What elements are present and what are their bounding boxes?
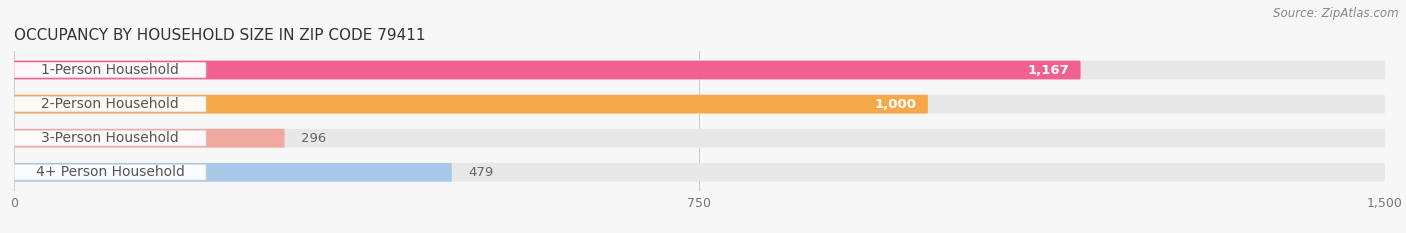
FancyBboxPatch shape	[14, 165, 207, 180]
Text: OCCUPANCY BY HOUSEHOLD SIZE IN ZIP CODE 79411: OCCUPANCY BY HOUSEHOLD SIZE IN ZIP CODE …	[14, 28, 426, 43]
Text: 4+ Person Household: 4+ Person Household	[35, 165, 184, 179]
FancyBboxPatch shape	[14, 163, 1385, 182]
FancyBboxPatch shape	[14, 62, 207, 78]
Text: 1-Person Household: 1-Person Household	[41, 63, 179, 77]
Text: Source: ZipAtlas.com: Source: ZipAtlas.com	[1274, 7, 1399, 20]
FancyBboxPatch shape	[14, 163, 451, 182]
Text: 479: 479	[468, 166, 494, 179]
Text: 1,167: 1,167	[1028, 64, 1070, 76]
Text: 296: 296	[301, 132, 326, 145]
FancyBboxPatch shape	[14, 129, 284, 147]
Text: 1,000: 1,000	[875, 98, 917, 111]
FancyBboxPatch shape	[14, 61, 1081, 79]
FancyBboxPatch shape	[14, 96, 207, 112]
FancyBboxPatch shape	[14, 61, 1385, 79]
Text: 3-Person Household: 3-Person Household	[41, 131, 179, 145]
Text: 2-Person Household: 2-Person Household	[41, 97, 179, 111]
FancyBboxPatch shape	[14, 130, 207, 146]
FancyBboxPatch shape	[14, 95, 1385, 113]
FancyBboxPatch shape	[14, 95, 928, 113]
FancyBboxPatch shape	[14, 129, 1385, 147]
